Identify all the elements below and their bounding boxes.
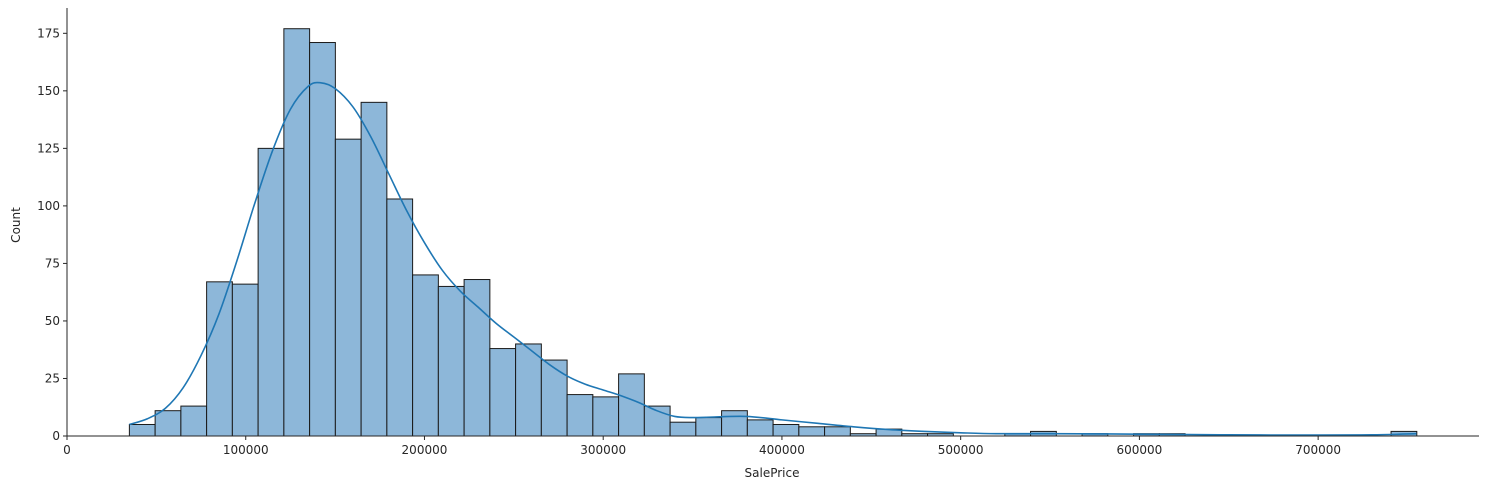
histogram-bar: [721, 410, 748, 437]
histogram-bar: [695, 417, 723, 437]
x-tick-label: 0: [63, 443, 71, 457]
x-tick-label: 300000: [580, 443, 626, 457]
y-tick-label: 150: [37, 84, 60, 98]
histogram-bar: [206, 281, 233, 437]
histogram-bar: [412, 274, 439, 437]
y-tick-label: 75: [45, 256, 60, 270]
histogram-bar: [386, 198, 414, 437]
histogram-bar: [540, 359, 568, 437]
y-tick-label: 100: [37, 199, 60, 213]
x-axis-label: SalePrice: [745, 466, 800, 480]
histogram-bar: [463, 279, 491, 437]
x-tick-label: 700000: [1295, 443, 1341, 457]
histogram-bar: [360, 101, 388, 437]
histogram-bars: [128, 28, 1418, 437]
histogram-bar: [283, 28, 311, 437]
histogram-bar: [128, 423, 156, 437]
y-tick-label: 175: [37, 26, 60, 40]
histogram-bar: [154, 410, 182, 437]
kde-line: [129, 81, 1417, 436]
y-tick-label: 50: [45, 314, 60, 328]
histogram-bar: [746, 419, 774, 437]
histogram-bar: [309, 42, 336, 437]
histogram-bar: [798, 426, 826, 437]
histogram-bar: [257, 147, 285, 437]
x-tick-label: 100000: [223, 443, 269, 457]
histogram-bar: [592, 396, 620, 437]
histogram-bar: [231, 283, 259, 437]
histogram-bar: [566, 394, 594, 437]
axes: 0 100000 200000 300000 400000 500000 600000 700…: [37, 8, 1479, 457]
y-tick-label: 125: [37, 141, 60, 155]
y-tick-label: 0: [52, 429, 60, 443]
histogram-bar: [772, 423, 800, 437]
histogram-bar: [489, 348, 517, 437]
y-tick-label: 25: [45, 371, 60, 385]
histogram-bar: [437, 285, 465, 437]
x-tick-label: 600000: [1116, 443, 1162, 457]
y-axis-label: Count: [9, 207, 23, 243]
histogram-bar: [618, 373, 645, 437]
x-tick-label: 200000: [402, 443, 448, 457]
histogram-bar: [669, 421, 697, 437]
x-tick-label: 400000: [759, 443, 805, 457]
histogram-bar: [334, 138, 362, 437]
histogram-bar: [180, 405, 208, 437]
histogram-bar: [515, 343, 542, 437]
histogram-bar: [824, 426, 851, 437]
x-tick-label: 500000: [938, 443, 984, 457]
